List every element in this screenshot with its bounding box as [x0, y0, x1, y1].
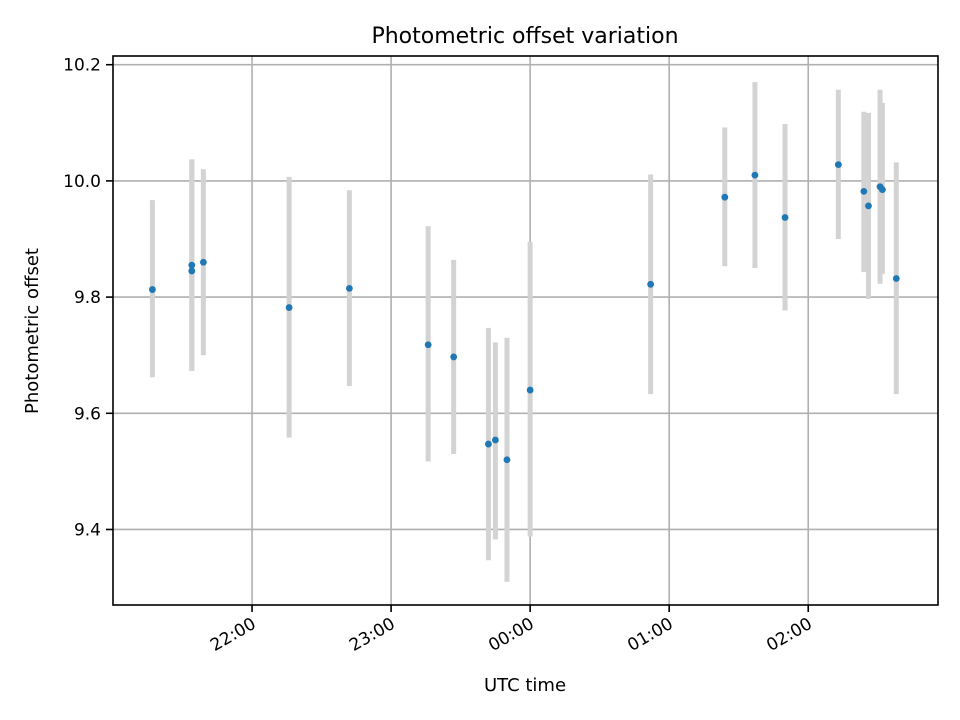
data-point — [491, 436, 499, 444]
data-point — [285, 304, 293, 311]
data-point — [188, 261, 196, 269]
y-tick-label: 9.8 — [74, 288, 101, 308]
tick-layer: 22:00 23:00 00:00 01:00 02:00 9.4 9.6 9.8 10.0 10… — [63, 56, 816, 656]
data-point — [751, 171, 759, 179]
data-point — [865, 202, 872, 210]
data-point — [892, 275, 900, 282]
x-axis-label: UTC time — [484, 675, 566, 696]
grid-layer — [113, 56, 938, 605]
data-point — [450, 353, 458, 361]
y-tick-label: 9.4 — [74, 520, 101, 540]
data-point — [199, 258, 207, 266]
y-tick-label: 10.0 — [63, 172, 101, 192]
data-point — [188, 267, 196, 275]
data-point — [424, 341, 432, 349]
y-tick-label: 10.2 — [63, 56, 101, 76]
data-point — [526, 386, 534, 394]
chart-title: Photometric offset variation — [371, 24, 678, 49]
data-point — [834, 161, 842, 169]
plot-frame — [112, 55, 939, 606]
x-tick-label: 22:00 — [207, 614, 259, 656]
data-point — [860, 187, 868, 195]
data-point — [148, 286, 156, 293]
data-point — [503, 456, 511, 464]
data-point — [485, 440, 492, 448]
data-point — [345, 284, 353, 292]
x-tick-label: 23:00 — [346, 614, 398, 656]
data-point — [721, 193, 729, 201]
x-tick-label: 00:00 — [485, 614, 537, 656]
data-point — [647, 280, 655, 288]
y-tick-label: 9.6 — [74, 404, 101, 424]
data-point — [878, 186, 886, 194]
point-layer — [148, 161, 900, 464]
data-point — [781, 214, 789, 221]
x-tick-label: 02:00 — [763, 614, 815, 656]
errorbar-layer — [149, 82, 899, 582]
y-axis-label: Photometric offset — [22, 248, 43, 414]
x-tick-label: 01:00 — [624, 614, 676, 656]
